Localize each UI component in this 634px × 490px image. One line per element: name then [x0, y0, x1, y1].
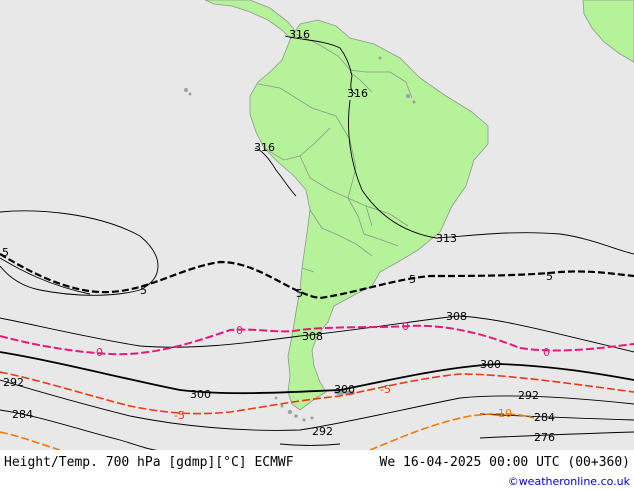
label-temp-5: 5: [2, 246, 9, 259]
contour-316-north: [284, 35, 357, 95]
contour-284-east: [479, 413, 634, 421]
label-temp-0: 0: [543, 346, 550, 359]
label-300: 300: [190, 388, 211, 401]
galapagos-islands: [184, 88, 192, 96]
label-temp-5: 5: [546, 270, 553, 283]
label-temp-5: 5: [296, 287, 303, 300]
label-temp-5: 5: [409, 273, 416, 286]
credit-link[interactable]: ©weatheronline.co.uk: [507, 475, 630, 488]
contour-276: [479, 431, 634, 439]
contour-308: [0, 315, 634, 353]
label-temp-0: 0: [96, 346, 103, 359]
contour-284: [0, 409, 157, 450]
height-contours: [0, 35, 634, 450]
height-labels: 316 316 316 313 308 308 300 300 300 292 …: [3, 28, 555, 444]
tierra-del-fuego-islands: [274, 396, 314, 422]
temp-0-isotherm: [0, 324, 634, 356]
caribbean-islands: [378, 56, 416, 104]
temp-minus5-isotherm: [0, 371, 634, 415]
label-284: 284: [534, 411, 555, 424]
label-308: 308: [446, 310, 467, 323]
temp-minus10-labels: -10: [494, 407, 512, 420]
label-316: 316: [347, 87, 368, 100]
label-temp-5: 5: [140, 284, 147, 297]
label-313: 313: [436, 232, 457, 245]
contour-316-low-ring: [0, 210, 159, 296]
temp-minus10-isotherm: [0, 413, 535, 450]
contour-313: [348, 99, 634, 255]
label-292: 292: [312, 425, 333, 438]
label-temp-0: 0: [402, 320, 409, 333]
contour-292: [0, 379, 634, 431]
label-308: 308: [302, 330, 323, 343]
contour-south-edge: [279, 443, 341, 446]
label-284: 284: [12, 408, 33, 421]
label-temp-minus10: -10: [494, 407, 512, 420]
contour-300: [0, 351, 634, 395]
country-borders: [257, 33, 413, 273]
central-america-landmass: [204, 0, 297, 41]
label-292: 292: [3, 376, 24, 389]
temp-0-labels: 0 0 0 0: [96, 320, 550, 359]
temp-minus5-labels: -5 -5: [174, 383, 391, 422]
africa-landmass: [582, 0, 634, 63]
temp-5-labels: 5 5 5 5 5: [2, 246, 553, 300]
label-316: 316: [289, 28, 310, 41]
map-footer: Height/Temp. 700 hPa [gdmp][°C] ECMWF We…: [0, 450, 634, 490]
label-292: 292: [518, 389, 539, 402]
contour-316-west: [254, 147, 297, 197]
temp-5-isotherm: [0, 253, 634, 300]
label-temp-minus5: -5: [174, 409, 185, 422]
label-300: 300: [480, 358, 501, 371]
label-316: 316: [254, 141, 275, 154]
label-300: 300: [334, 383, 355, 396]
chart-title: Height/Temp. 700 hPa [gdmp][°C] ECMWF: [4, 455, 294, 470]
forecast-datetime: We 16-04-2025 00:00 UTC (00+360): [379, 455, 630, 470]
label-temp-minus5: -5: [380, 383, 391, 396]
contour-5-outer: [0, 257, 91, 295]
map-canvas: 316 316 316 313 308 308 300 300 300 292 …: [0, 0, 634, 450]
label-276: 276: [534, 431, 555, 444]
label-temp-0: 0: [236, 324, 243, 337]
weather-map: 316 316 316 313 308 308 300 300 300 292 …: [0, 0, 634, 450]
